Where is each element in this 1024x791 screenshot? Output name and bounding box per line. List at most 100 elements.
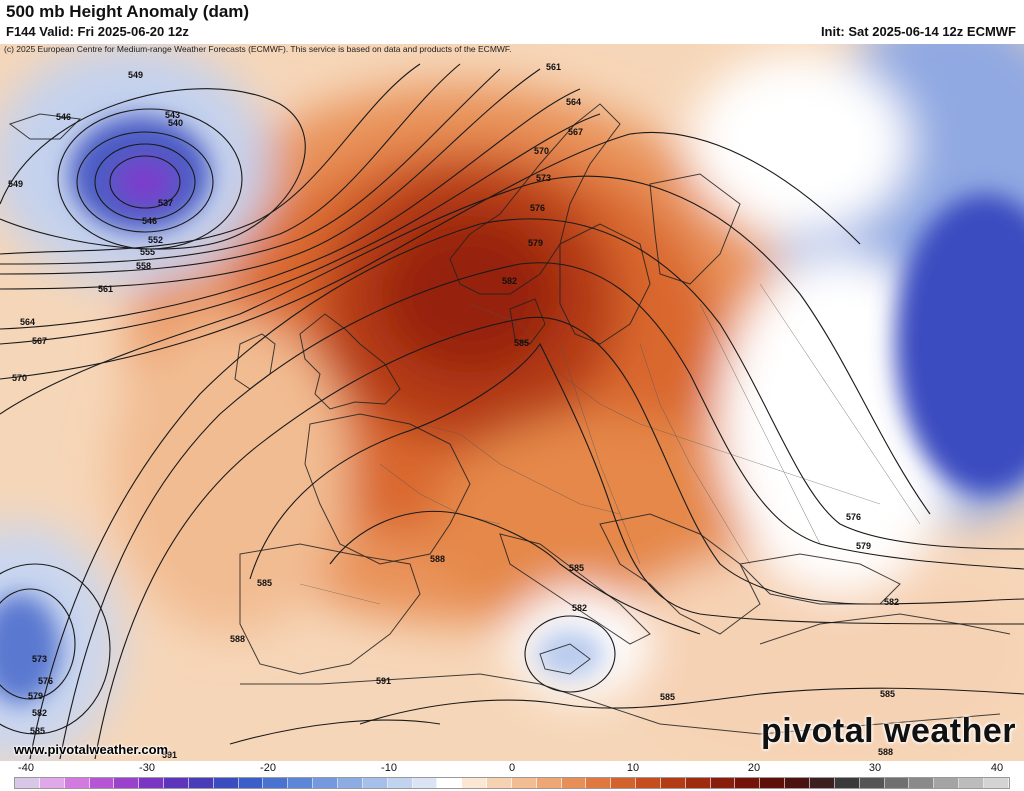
contour-label: 561 <box>98 284 113 294</box>
finland-outline <box>649 173 741 285</box>
contour-564 <box>0 88 581 330</box>
contour-label: 540 <box>168 118 183 128</box>
contour-label: 585 <box>569 563 584 573</box>
contour-label: 561 <box>546 62 561 72</box>
colorbar-swatch <box>164 778 189 788</box>
colorbar-swatch <box>959 778 984 788</box>
colorbar-tick: -10 <box>381 762 397 774</box>
contour-label: 570 <box>12 373 27 383</box>
contour-label: 576 <box>530 203 545 213</box>
contour-label: 555 <box>140 247 155 257</box>
coastlines <box>8 103 1011 735</box>
contour-555 <box>0 63 461 265</box>
contour-label: 573 <box>32 654 47 664</box>
colorbar-swatch <box>487 778 512 788</box>
contour-label: 546 <box>142 216 157 226</box>
contour-588-south <box>229 719 441 745</box>
britain-outline <box>299 313 401 410</box>
contour-label: 582 <box>32 708 47 718</box>
contour-label: 579 <box>856 541 871 551</box>
contour-label: 579 <box>28 691 43 701</box>
init-time: Init: Sat 2025-06-14 12z ECMWF <box>820 24 1016 39</box>
contour-label: 570 <box>534 146 549 156</box>
colorbar-swatch <box>710 778 736 788</box>
colorbar-tick: -20 <box>260 762 276 774</box>
contour-label: 585 <box>660 692 675 702</box>
anomaly-map: 549 546 543 540 537 546 549 552 555 558 … <box>0 44 1024 761</box>
contour-label: 585 <box>30 726 45 736</box>
colorbar-tick: 10 <box>626 762 640 774</box>
contour-label: 573 <box>536 173 551 183</box>
colorbar-tick: 20 <box>747 762 761 774</box>
colorbar-swatch <box>834 778 860 788</box>
balkans-outline <box>599 513 761 635</box>
contour-label: 591 <box>376 676 391 686</box>
colorbar-swatch <box>15 778 40 788</box>
contour-573-low <box>0 588 76 700</box>
colorbar-swatch <box>263 778 289 788</box>
admin-borders <box>299 283 921 605</box>
denmark-outline <box>509 298 546 345</box>
colorbar-swatch <box>685 778 711 788</box>
iberia-outline <box>239 543 421 675</box>
shading-cores <box>0 116 1024 704</box>
colorbar-swatch <box>735 778 761 788</box>
colorbar-ticks: -40 -30 -20 -10 0 10 20 30 40 <box>0 761 1024 776</box>
contour-label: 558 <box>136 261 151 271</box>
contour-label: 567 <box>568 127 583 137</box>
colorbar-swatch <box>337 778 363 788</box>
colorbar-swatch <box>810 778 835 788</box>
colorbar-swatch <box>983 778 1009 788</box>
contour-label: 567 <box>32 336 47 346</box>
contour-576-low <box>0 563 111 735</box>
height-contours <box>0 63 1024 760</box>
contour-label: 564 <box>20 317 35 327</box>
north-africa-coast <box>240 673 1001 735</box>
colorbar-swatches <box>14 777 1010 789</box>
header: 500 mb Height Anomaly (dam) F144 Valid: … <box>0 0 1024 44</box>
contour-label: 588 <box>230 634 245 644</box>
colorbar-swatch <box>39 778 65 788</box>
colorbar-swatch <box>362 778 388 788</box>
contour-552 <box>0 63 421 255</box>
contour-label: 582 <box>502 276 517 286</box>
colorbar-swatch <box>536 778 562 788</box>
contour-label: 543 <box>165 110 180 120</box>
contour-label: 549 <box>8 179 23 189</box>
italy-outline <box>499 533 651 645</box>
contour-labels: 549 546 543 540 537 546 549 552 555 558 … <box>8 62 899 760</box>
colorbar-swatch <box>611 778 637 788</box>
contour-576 <box>29 218 1024 760</box>
contour-588 <box>329 510 701 635</box>
contour-label: 546 <box>56 112 71 122</box>
colorbar-swatch <box>437 778 463 788</box>
colorbar-tick: 30 <box>868 762 882 774</box>
contour-label: 552 <box>148 235 163 245</box>
colorbar-tick: -30 <box>139 762 155 774</box>
france-outline <box>304 413 471 565</box>
colorbar-swatch <box>139 778 165 788</box>
contour-label: 537 <box>158 198 173 208</box>
contour-label: 579 <box>528 238 543 248</box>
map-title: 500 mb Height Anomaly (dam) <box>6 2 250 21</box>
contour-585 <box>249 342 1024 625</box>
colorbar-swatch <box>909 778 935 788</box>
colorbar-swatch <box>760 778 786 788</box>
colorbar-swatch <box>64 778 90 788</box>
colorbar-swatch <box>934 778 960 788</box>
contour-543 <box>76 131 214 233</box>
colorbar-swatch <box>660 778 686 788</box>
turkey-coast <box>759 613 1011 645</box>
colorbar-swatch <box>462 778 488 788</box>
contour-label: 585 <box>257 578 272 588</box>
colorbar-swatch <box>188 778 214 788</box>
colorbar-swatch <box>114 778 140 788</box>
black-sea-outline <box>738 553 901 605</box>
colorbar-tick: 0 <box>508 762 516 774</box>
colorbar-swatch <box>412 778 438 788</box>
colorbar-tick: 40 <box>990 762 1004 774</box>
colorbar-tick: -40 <box>18 762 34 774</box>
contour-573 <box>0 175 931 515</box>
contour-585-south <box>359 687 1024 725</box>
colorbar: -40 -30 -20 -10 0 10 20 30 40 <box>0 761 1024 791</box>
